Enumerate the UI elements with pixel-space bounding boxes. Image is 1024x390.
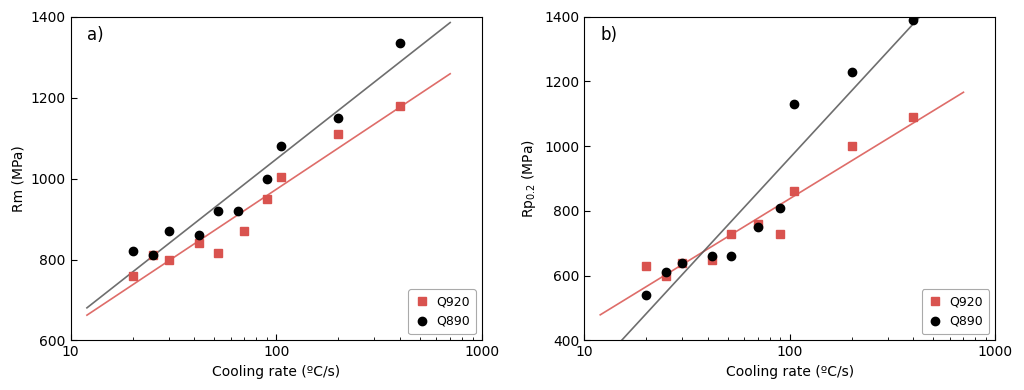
Y-axis label: Rm (MPa): Rm (MPa) [11,145,26,212]
Y-axis label: Rp$_{0.2}$ (MPa): Rp$_{0.2}$ (MPa) [520,139,539,218]
Q890 [787,102,800,106]
Q890 [231,209,244,213]
Q920 [659,273,672,278]
Q890 [846,69,858,74]
Legend: Q920, Q890: Q920, Q890 [409,289,476,334]
Q890 [332,115,344,120]
Q890 [394,41,407,45]
Q920 [239,229,251,234]
Q920 [332,132,344,136]
Q890 [261,176,273,181]
Line: Q890: Q890 [128,39,404,260]
Q920 [193,241,205,246]
Line: Q920: Q920 [128,101,404,280]
Q920 [907,115,920,119]
X-axis label: Cooling rate (ºC/s): Cooling rate (ºC/s) [212,365,340,379]
Q920 [846,144,858,149]
Q920 [676,261,688,265]
Q920 [261,197,273,201]
Q920 [706,257,718,262]
Q920 [163,257,175,262]
Q890 [640,293,652,298]
Q920 [212,251,224,256]
Q920 [752,222,764,226]
Q920 [725,231,737,236]
Q920 [394,103,407,108]
Q890 [146,253,159,258]
Q890 [274,144,287,149]
Q890 [212,209,224,213]
Q890 [706,254,718,259]
Q890 [659,270,672,275]
X-axis label: Cooling rate (ºC/s): Cooling rate (ºC/s) [726,365,854,379]
Q920 [126,273,138,278]
Q920 [274,174,287,179]
Q920 [146,253,159,258]
Q890 [752,225,764,229]
Q890 [676,261,688,265]
Q890 [163,229,175,234]
Text: b): b) [600,27,617,44]
Q920 [640,264,652,268]
Q890 [193,233,205,238]
Q920 [787,189,800,194]
Line: Q890: Q890 [642,16,918,299]
Q890 [907,18,920,22]
Q890 [126,249,138,254]
Legend: Q920, Q890: Q920, Q890 [922,289,989,334]
Q890 [725,254,737,259]
Q920 [774,231,786,236]
Line: Q920: Q920 [642,113,918,280]
Text: a): a) [87,27,103,44]
Q890 [774,206,786,210]
